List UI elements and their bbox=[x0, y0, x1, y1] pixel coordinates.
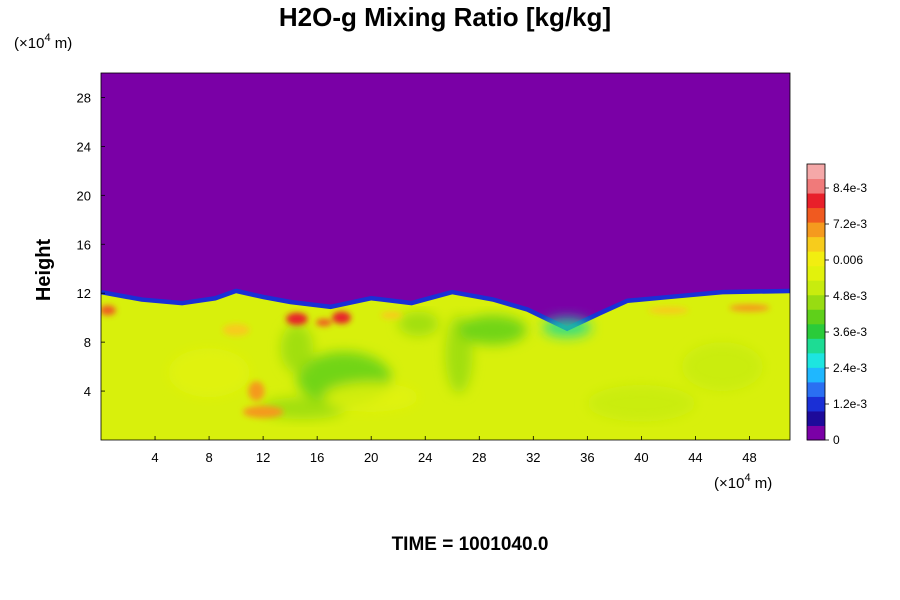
colorbar-segment bbox=[807, 367, 825, 383]
x-tick-label: 20 bbox=[364, 450, 378, 465]
moisture-hotspot bbox=[286, 312, 308, 326]
moisture-swirl bbox=[323, 382, 419, 412]
moisture-swirl bbox=[459, 315, 527, 345]
y-axis-label: Height bbox=[33, 239, 55, 302]
y-tick-label: 8 bbox=[84, 335, 91, 350]
x-tick-label: 32 bbox=[526, 450, 540, 465]
moisture-hotspot bbox=[315, 318, 333, 327]
colorbar-segment bbox=[807, 193, 825, 209]
x-tick-label: 36 bbox=[580, 450, 594, 465]
x-tick-label: 40 bbox=[634, 450, 648, 465]
x-tick-label: 16 bbox=[310, 450, 324, 465]
x-axis-ticks: 4 8 12 16 20 24 28 32 36 40 44 48 bbox=[151, 436, 757, 465]
y-axis-unit: (×104 m) bbox=[14, 32, 72, 52]
x-tick-label: 48 bbox=[742, 450, 756, 465]
colorbar-segment bbox=[807, 280, 825, 296]
x-tick-label: 12 bbox=[256, 450, 270, 465]
y-axis-ticks: 4 8 12 16 20 24 28 bbox=[77, 90, 105, 399]
y-tick-label: 16 bbox=[77, 237, 91, 252]
colorbar-segment bbox=[807, 178, 825, 194]
colorbar-tick-label: 7.2e-3 bbox=[833, 217, 867, 231]
colorbar-segment bbox=[807, 352, 825, 368]
moisture-hotspots bbox=[101, 304, 770, 418]
moisture-features bbox=[168, 311, 763, 422]
moisture-hotspot bbox=[222, 323, 250, 337]
y-tick-label: 12 bbox=[77, 286, 91, 301]
x-tick-label: 8 bbox=[205, 450, 212, 465]
plot-area bbox=[101, 73, 790, 440]
colorbar bbox=[806, 163, 826, 441]
colorbar-segment bbox=[807, 425, 825, 441]
colorbar-segment bbox=[807, 265, 825, 281]
colorbar-segment bbox=[807, 294, 825, 310]
colorbar-segment bbox=[807, 381, 825, 397]
moisture-hotspot bbox=[242, 405, 284, 418]
moisture-hotspot bbox=[248, 381, 265, 401]
colorbar-tick-label: 2.4e-3 bbox=[833, 361, 867, 375]
colorbar-segment bbox=[807, 207, 825, 223]
x-tick-label: 28 bbox=[472, 450, 486, 465]
time-label: TIME = 1001040.0 bbox=[392, 534, 549, 555]
colorbar-tick-label: 1.2e-3 bbox=[833, 397, 867, 411]
colorbar-tick-label: 3.6e-3 bbox=[833, 325, 867, 339]
y-tick-label: 24 bbox=[77, 139, 91, 154]
moisture-swirl bbox=[542, 317, 592, 338]
colorbar-segment bbox=[807, 309, 825, 325]
colorbar-tick-label: 4.8e-3 bbox=[833, 289, 867, 303]
moisture-swirl bbox=[587, 384, 696, 422]
moisture-hotspot bbox=[332, 311, 351, 324]
x-axis-unit: (×104 m) bbox=[714, 472, 772, 492]
colorbar-segment bbox=[807, 222, 825, 238]
plot-frame bbox=[100, 72, 791, 441]
colorbar-frame bbox=[806, 163, 826, 441]
colorbar-tick-label: 0 bbox=[833, 433, 840, 447]
moisture-hotspot bbox=[648, 306, 689, 314]
chart-title: H2O-g Mixing Ratio [kg/kg] bbox=[279, 2, 611, 32]
colorbar-segment bbox=[807, 396, 825, 412]
colorbar-tick-label: 0.006 bbox=[833, 253, 863, 267]
x-tick-label: 24 bbox=[418, 450, 432, 465]
colorbar-segment bbox=[807, 236, 825, 252]
colorbar-ticks: 0 1.2e-3 2.4e-3 3.6e-3 4.8e-3 0.006 7.2e-3 8.4e… bbox=[825, 181, 867, 447]
moisture-swirl bbox=[280, 323, 314, 373]
colorbar-segment bbox=[807, 410, 825, 426]
moisture-swirl bbox=[681, 342, 763, 392]
moisture-swirl bbox=[168, 348, 250, 398]
moisture-hotspot bbox=[101, 305, 116, 316]
colorbar-segment bbox=[807, 164, 825, 180]
y-tick-label: 28 bbox=[77, 90, 91, 105]
moisture-swirl bbox=[398, 311, 439, 337]
moisture-hotspot bbox=[380, 311, 403, 319]
colorbar-segment bbox=[807, 251, 825, 267]
x-tick-label: 44 bbox=[688, 450, 702, 465]
y-tick-label: 4 bbox=[84, 384, 91, 399]
colorbar-tick-label: 8.4e-3 bbox=[833, 181, 867, 195]
colorbar-segment bbox=[807, 338, 825, 354]
x-tick-label: 4 bbox=[151, 450, 158, 465]
colorbar-segment bbox=[807, 323, 825, 339]
moisture-hotspot bbox=[729, 304, 770, 312]
y-tick-label: 20 bbox=[77, 188, 91, 203]
